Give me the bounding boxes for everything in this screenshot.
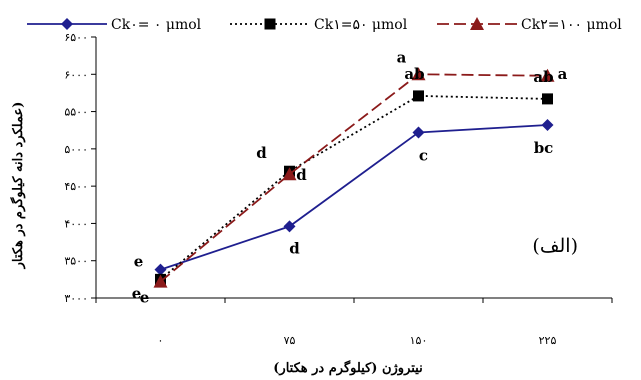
series-triangle: [153, 67, 555, 288]
point-label: e: [132, 284, 142, 302]
y-tick-label: ۴۵۰۰: [64, 180, 88, 193]
data-point: [411, 67, 426, 81]
x-tick-label: ۷۵: [284, 334, 296, 347]
legend-entry: Ck۱=۵۰ μmol: [230, 17, 408, 33]
legend-entry: Ck۰= ۰ μmol: [27, 17, 202, 33]
point-label: d: [256, 144, 267, 162]
data-point: [283, 220, 296, 233]
point-label: ab: [404, 65, 424, 83]
point-label: a: [397, 48, 407, 66]
y-tick-label: ۴۰۰۰: [64, 217, 88, 230]
data-point: [153, 274, 168, 288]
x-tick-label: ۲۲۵: [539, 334, 557, 347]
y-tick-label: ۵۵۰۰: [64, 106, 88, 119]
x-tick-label: ۰: [158, 334, 164, 347]
series-line: [160, 124, 548, 271]
y-tick-label: ۳۵۰۰: [64, 255, 88, 268]
legend-swatch-marker: [264, 18, 276, 30]
data-point: [413, 90, 424, 102]
legend: Ck۰= ۰ μmol Ck۱=۵۰ μmol Ck۲=۱۰۰ μmol: [27, 17, 622, 33]
series-diamond: [154, 118, 554, 276]
point-label: e: [134, 253, 144, 271]
data-point: [540, 68, 555, 82]
data-point: [412, 126, 425, 139]
series-line: [159, 73, 548, 283]
data-point: [541, 118, 554, 131]
x-axis-title: نیتروژن (کیلوگرم در هکتار): [273, 359, 422, 376]
legend-entry: Ck۲=۱۰۰ μmol: [437, 17, 622, 33]
panel-label: (الف): [532, 235, 578, 257]
point-label: d: [296, 166, 307, 184]
axes: ۳۰۰۰ ۳۵۰۰ ۴۰۰۰ ۴۵۰۰ ۵۰۰۰ ۵۵۰۰ ۶۰۰۰ ۶۵۰۰ ۰ ۷۵ ۱۵۰ ۲۲…: [64, 31, 613, 347]
point-label: d: [289, 239, 300, 257]
point-labels: e d c bc e d ab ab e d a a: [132, 48, 568, 306]
legend-label: Ck۲=۱۰۰ μmol: [521, 17, 622, 33]
point-label: ab: [533, 68, 553, 86]
point-label: c: [419, 146, 428, 164]
y-tick-label: ۶۵۰۰: [64, 31, 88, 44]
y-axis-title: عملکرد دانه کیلوگرم در هکتار): [9, 102, 26, 270]
data-point: [282, 167, 297, 181]
legend-label: Ck۰= ۰ μmol: [111, 17, 202, 33]
y-tick-label: ۶۰۰۰: [64, 68, 88, 81]
series-layer: [153, 67, 555, 288]
point-label: a: [558, 65, 568, 83]
data-point: [154, 263, 167, 276]
legend-swatch-marker: [470, 17, 484, 30]
data-point: [542, 93, 553, 105]
series-square: [155, 90, 553, 285]
point-label: bc: [534, 139, 554, 157]
y-tick-label: ۳۰۰۰: [64, 292, 88, 305]
legend-swatch-marker: [61, 18, 73, 30]
x-tick-label: ۱۵۰: [410, 334, 428, 347]
point-label: e: [140, 289, 150, 307]
legend-label: Ck۱=۵۰ μmol: [314, 17, 408, 33]
y-tick-label: ۵۰۰۰: [64, 143, 88, 156]
